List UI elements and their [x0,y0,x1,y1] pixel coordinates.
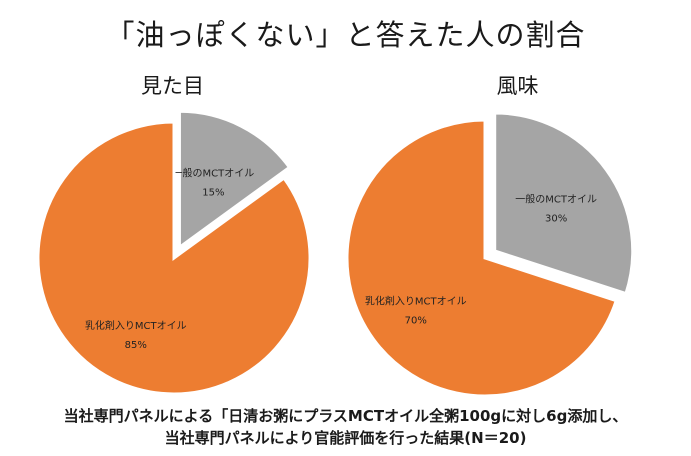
slice-value-label: 30% [545,213,567,224]
slice-category-label: 一般のMCTオイル [515,192,597,205]
footnote: 当社専門パネルによる「日清お粥にプラスMCTオイル全粥100gに対し6g添加し、… [0,405,691,449]
pie-slice [36,120,312,396]
slice-category-label: 乳化剤入りMCTオイル [85,319,187,332]
footnote-line-1: 当社専門パネルによる「日清お粥にプラスMCTオイル全粥100gに対し6g添加し、 [63,407,628,425]
pie-chart-flavor: 風味 一般のMCTオイル 30% 乳化剤入りMCTオイル 70% [345,70,690,400]
pie-chart-svg: 一般のMCTオイル 15% 乳化剤入りMCTオイル 85% [36,110,312,396]
pie-slice [493,111,635,296]
pie-slice [345,118,619,398]
slice-category-label: 一般のMCTオイル [173,167,255,180]
slice-category-label: 乳化剤入りMCTオイル [365,294,467,307]
footnote-line-2: 当社専門パネルにより官能評価を行った結果(N＝20) [164,429,527,447]
slice-value-label: 85% [125,340,147,351]
pie-chart-title: 見た目 [141,74,204,98]
pie-chart-svg: 一般のMCTオイル 30% 乳化剤入りMCTオイル 70% [345,111,635,398]
slice-value-label: 70% [405,315,427,326]
pie-chart-title: 風味 [496,74,539,98]
slice-value-label: 15% [202,188,224,199]
pie-chart-appearance: 見た目 一般のMCTオイル 15% 乳化剤入りMCTオイル 85% [0,70,345,400]
pie-slice [177,110,292,251]
chart-main-title: 「油っぽくない」と答えた人の割合 [105,18,586,52]
